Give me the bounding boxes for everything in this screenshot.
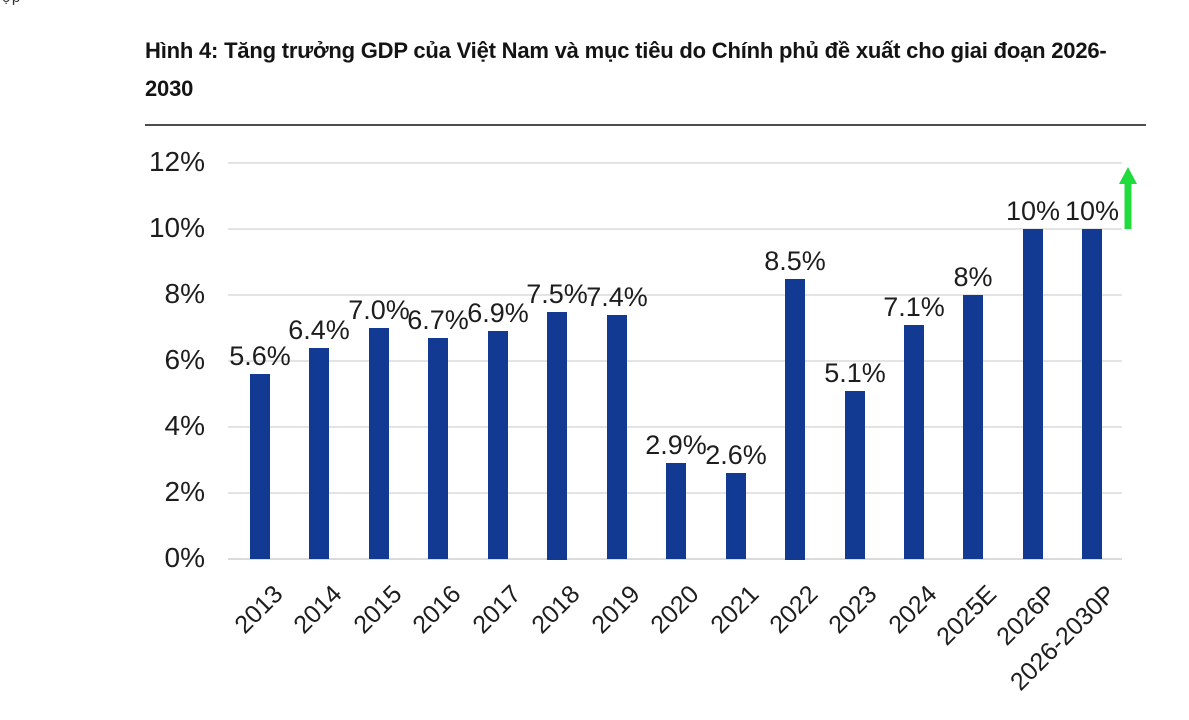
bar-value-label: 5.1% bbox=[824, 358, 886, 388]
title-divider bbox=[145, 124, 1146, 126]
bar-value-label: 7.0% bbox=[348, 295, 410, 325]
y-axis-tick-label: 8% bbox=[164, 278, 205, 309]
x-axis-tick-label: 2021 bbox=[705, 580, 765, 640]
bar bbox=[963, 295, 983, 559]
x-axis-tick-label: 2025E bbox=[930, 580, 1002, 651]
y-axis-tick-label: 6% bbox=[164, 344, 205, 375]
bar bbox=[666, 463, 686, 559]
bar bbox=[428, 338, 448, 559]
x-axis-tick-label: 2020 bbox=[645, 580, 705, 640]
y-axis-tick-label: 2% bbox=[164, 476, 205, 507]
x-axis-tick-label: 2013 bbox=[229, 580, 289, 640]
growth-arrow-icon bbox=[1119, 167, 1137, 229]
gridline bbox=[228, 294, 1122, 296]
bar-value-label: 8% bbox=[953, 262, 993, 292]
gridline bbox=[228, 162, 1122, 164]
bar-value-label: 2.9% bbox=[645, 430, 707, 460]
y-axis-tick-label: 10% bbox=[148, 212, 205, 243]
x-axis-tick-label: 2017 bbox=[467, 580, 527, 640]
bar-value-label: 7.4% bbox=[586, 282, 648, 312]
bar bbox=[369, 328, 389, 559]
bar-value-label: 6.9% bbox=[467, 298, 529, 328]
bar bbox=[1082, 229, 1102, 559]
bar bbox=[547, 312, 567, 560]
bar bbox=[488, 331, 508, 559]
x-axis-tick-label: 2016 bbox=[407, 580, 467, 640]
bar-value-label: 7.5% bbox=[526, 279, 588, 309]
bar bbox=[1023, 229, 1043, 559]
bar-value-label: 2.6% bbox=[705, 440, 767, 470]
gridline bbox=[228, 426, 1122, 428]
bar bbox=[250, 374, 270, 559]
figure-title: Hình 4: Tăng trưởng GDP của Việt Nam và … bbox=[145, 32, 1165, 108]
y-axis-tick-label: 0% bbox=[164, 542, 205, 573]
x-axis-tick-label: 2023 bbox=[823, 580, 883, 640]
bar-value-label: 6.4% bbox=[288, 315, 350, 345]
x-axis-tick-label: 2014 bbox=[288, 580, 348, 640]
bar-value-label: 8.5% bbox=[764, 246, 826, 276]
bar-value-label: 6.7% bbox=[407, 305, 469, 335]
bar bbox=[785, 279, 805, 560]
bar bbox=[607, 315, 627, 559]
x-axis-tick-label: 2015 bbox=[348, 580, 408, 640]
bar-value-label: 10% bbox=[1064, 196, 1120, 226]
y-axis-tick-label: 4% bbox=[164, 410, 205, 441]
gridline bbox=[228, 360, 1122, 362]
bar bbox=[309, 348, 329, 559]
x-axis-tick-label: 2019 bbox=[586, 580, 646, 640]
figure-title-line-2: 2030 bbox=[145, 76, 194, 101]
bar-value-label: 7.1% bbox=[883, 292, 945, 322]
x-axis-tick-label: 2018 bbox=[526, 580, 586, 640]
bar bbox=[845, 391, 865, 559]
bar-value-label: 10% bbox=[1005, 196, 1061, 226]
bar bbox=[726, 473, 746, 559]
bar bbox=[904, 325, 924, 559]
y-axis-tick-label: 12% bbox=[148, 146, 205, 177]
x-axis-tick-label: 2022 bbox=[764, 580, 824, 640]
gridline bbox=[228, 228, 1122, 230]
bar-value-label: 5.6% bbox=[229, 341, 291, 371]
clipped-text-fragment: ợp bbox=[2, 0, 20, 6]
gridline bbox=[228, 558, 1122, 560]
figure-title-line-1: Hình 4: Tăng trưởng GDP của Việt Nam và … bbox=[145, 38, 1107, 63]
